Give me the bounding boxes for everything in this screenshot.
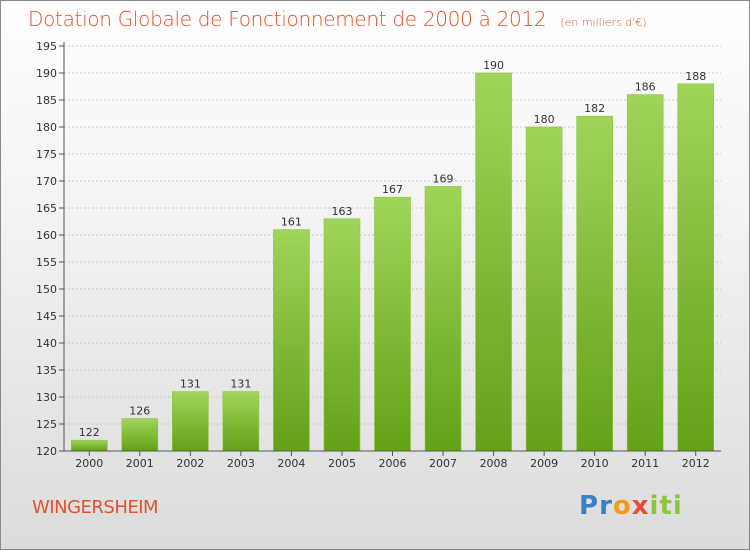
bar-value-label: 180: [534, 113, 555, 126]
bar-value-label: 169: [433, 172, 454, 185]
bar-2005: [323, 218, 361, 452]
y-tick-label: 175: [36, 148, 57, 161]
bar-value-label: 188: [685, 70, 706, 83]
bar-value-label: 122: [79, 426, 100, 439]
x-axis: 2000 2001 2002 2003 2004 2005 2006 2007 2008 2009…: [64, 450, 721, 470]
bar-2007: [424, 186, 462, 452]
bar-2001: [121, 418, 159, 452]
bar-value-label: 161: [281, 216, 302, 229]
x-tick-label: 2011: [631, 457, 659, 470]
chart-unit: (en milliers d'€): [560, 16, 647, 29]
x-tick-label: 2004: [277, 457, 305, 470]
x-tick-label: 2001: [126, 457, 154, 470]
logo-letter: P: [579, 491, 600, 521]
y-axis: 120 125 130 135 140 145 150 155 160 165 170 175 180 1…: [36, 40, 65, 458]
bar-2010: [576, 115, 613, 452]
y-tick-label: 170: [36, 175, 57, 188]
x-tick-label: 2009: [530, 457, 558, 470]
commune-name: WINGERSHEIM: [32, 497, 159, 518]
x-tick-label: 2006: [379, 457, 407, 470]
logo-letter: o: [612, 491, 632, 521]
logo-letter: x: [631, 491, 650, 521]
y-tick-label: 150: [36, 283, 57, 296]
y-tick-label: 180: [36, 121, 57, 134]
bar-value-label: 131: [230, 378, 251, 391]
y-tick-label: 190: [36, 67, 57, 80]
bar-value-label: 131: [180, 378, 201, 391]
bar-value-label: 186: [635, 81, 656, 94]
bar-value-label: 163: [331, 205, 352, 218]
x-tick-label: 2007: [429, 457, 457, 470]
bars: 122 126 131 131 161 163 167 169 190 180 182 186 188: [70, 59, 715, 452]
bar-2002: [172, 391, 209, 452]
bar-value-label: 167: [382, 183, 403, 196]
x-tick-label: 2005: [328, 457, 356, 470]
bar-2011: [626, 94, 664, 452]
bar-2009: [525, 126, 563, 452]
y-tick-label: 145: [36, 310, 57, 323]
bar-2003: [222, 391, 260, 452]
chart-title-text: Dotation Globale de Fonctionnement de 20…: [28, 7, 547, 31]
y-tick-label: 135: [36, 364, 57, 377]
bar-2000: [70, 439, 108, 452]
chart-title: Dotation Globale de Fonctionnement de 20…: [28, 7, 647, 31]
x-tick-label: 2002: [176, 457, 204, 470]
y-tick-label: 120: [36, 445, 57, 458]
logo-letter: i: [672, 491, 683, 521]
x-tick-label: 2000: [75, 457, 103, 470]
y-tick-label: 155: [36, 256, 57, 269]
y-tick-label: 130: [36, 391, 57, 404]
y-tick-label: 185: [36, 94, 57, 107]
bar-value-label: 182: [584, 102, 605, 115]
x-tick-label: 2012: [682, 457, 710, 470]
y-tick-label: 195: [36, 40, 57, 53]
y-tick-label: 140: [36, 337, 57, 350]
bar-2008: [475, 72, 512, 452]
bar-value-label: 190: [483, 59, 504, 72]
y-tick-label: 165: [36, 202, 57, 215]
bar-2004: [273, 229, 310, 452]
bar-2012: [677, 83, 715, 452]
x-tick-label: 2008: [480, 457, 508, 470]
logo-letter: r: [599, 491, 613, 521]
y-tick-label: 125: [36, 418, 57, 431]
bar-2006: [374, 196, 411, 452]
logo-letter: t: [659, 491, 673, 521]
x-tick-label: 2003: [227, 457, 255, 470]
logo-letter: i: [649, 491, 660, 521]
x-tick-label: 2010: [581, 457, 609, 470]
proxiti-logo: Proxiti: [579, 491, 683, 521]
bar-value-label: 126: [129, 405, 150, 418]
y-tick-label: 160: [36, 229, 57, 242]
